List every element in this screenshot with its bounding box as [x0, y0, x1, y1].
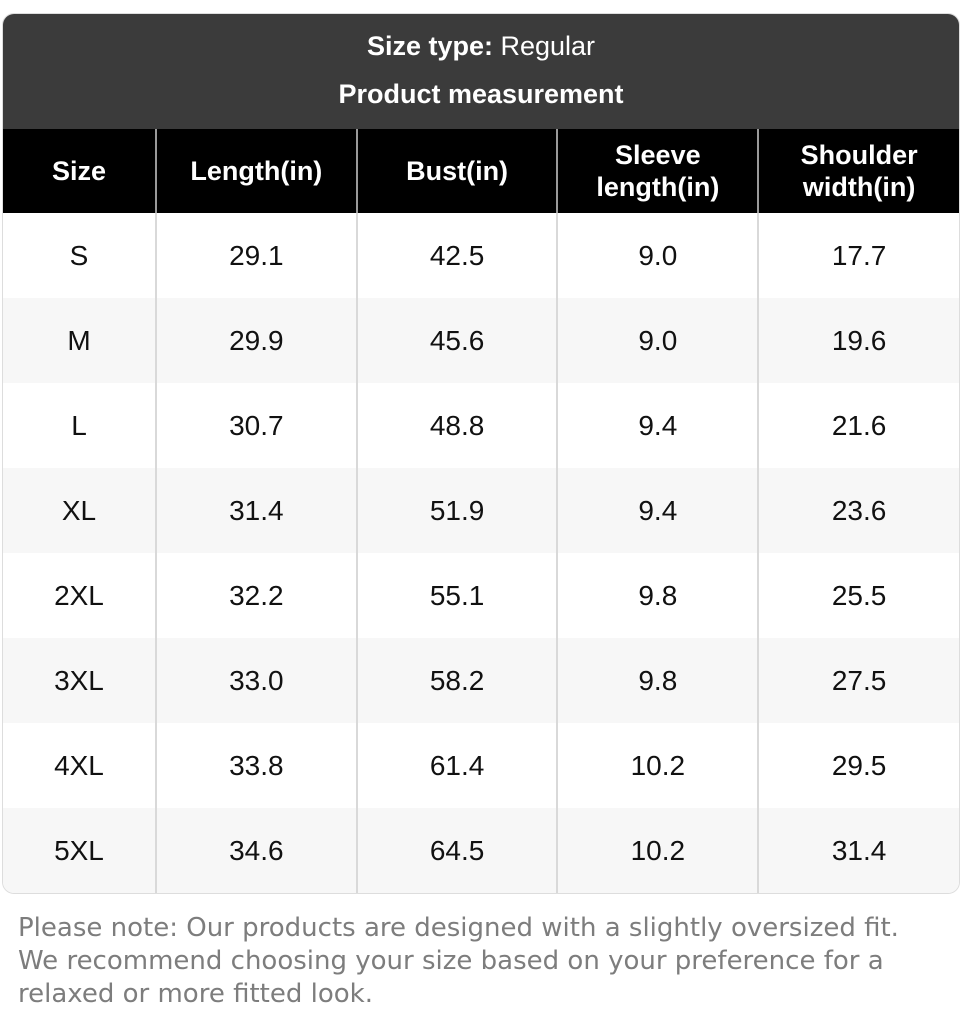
- measurement-cell: 21.6: [757, 383, 959, 468]
- measurement-cell: 29.9: [154, 298, 357, 383]
- table-row: 5XL 34.6 64.5 10.2 31.4: [3, 808, 959, 893]
- measurement-cell: 29.5: [757, 723, 959, 808]
- measurement-cell: 9.4: [556, 468, 759, 553]
- size-cell: 2XL: [3, 553, 156, 638]
- column-header-shoulder-width: Shoulder width(in): [757, 129, 959, 213]
- measurement-cell: 19.6: [757, 298, 959, 383]
- measurement-cell: 23.6: [757, 468, 959, 553]
- table-row: S 29.1 42.5 9.0 17.7: [3, 213, 959, 298]
- chart-title: Product measurement: [338, 79, 624, 109]
- measurement-cell: 17.7: [757, 213, 959, 298]
- measurement-cell: 55.1: [355, 553, 558, 638]
- measurement-cell: 45.6: [355, 298, 558, 383]
- measurement-cell: 25.5: [757, 553, 959, 638]
- measurement-cell: 58.2: [355, 638, 558, 723]
- measurement-cell: 10.2: [556, 808, 759, 893]
- size-cell: XL: [3, 468, 156, 553]
- measurement-cell: 64.5: [355, 808, 558, 893]
- size-cell: M: [3, 298, 156, 383]
- measurement-cell: 33.0: [154, 638, 357, 723]
- table-header-row: Size Length(in) Bust(in) Sleeve length(i…: [3, 129, 959, 213]
- table-row: XL 31.4 51.9 9.4 23.6: [3, 468, 959, 553]
- measurement-cell: 10.2: [556, 723, 759, 808]
- measurement-cell: 34.6: [154, 808, 357, 893]
- measurement-cell: 9.8: [556, 553, 759, 638]
- measurement-cell: 31.4: [757, 808, 959, 893]
- measurement-cell: 9.0: [556, 298, 759, 383]
- size-cell: 5XL: [3, 808, 156, 893]
- column-header-size: Size: [3, 129, 156, 213]
- measurement-cell: 33.8: [154, 723, 357, 808]
- size-chart-header: Size type: Regular Product measurement: [3, 14, 959, 129]
- measurement-cell: 27.5: [757, 638, 959, 723]
- measurement-cell: 31.4: [154, 468, 357, 553]
- measurement-cell: 51.9: [355, 468, 558, 553]
- table-row: L 30.7 48.8 9.4 21.6: [3, 383, 959, 468]
- size-cell: S: [3, 213, 156, 298]
- size-cell: L: [3, 383, 156, 468]
- measurement-cell: 9.4: [556, 383, 759, 468]
- column-header-bust: Bust(in): [355, 129, 558, 213]
- table-row: 4XL 33.8 61.4 10.2 29.5: [3, 723, 959, 808]
- table-body: S 29.1 42.5 9.0 17.7 M 29.9 45.6 9.0 19.6 L 30.7 48.…: [3, 213, 959, 893]
- measurement-cell: 30.7: [154, 383, 357, 468]
- size-chart-card: Size type: Regular Product measurement S…: [2, 13, 960, 894]
- measurement-cell: 32.2: [154, 553, 357, 638]
- measurement-table: Size Length(in) Bust(in) Sleeve length(i…: [3, 129, 959, 893]
- measurement-cell: 42.5: [355, 213, 558, 298]
- measurement-cell: 48.8: [355, 383, 558, 468]
- measurement-cell: 9.0: [556, 213, 759, 298]
- size-type-label: Size type:: [366, 31, 501, 61]
- table-row: 2XL 32.2 55.1 9.8 25.5: [3, 553, 959, 638]
- size-cell: 3XL: [3, 638, 156, 723]
- column-header-length: Length(in): [154, 129, 357, 213]
- size-type-value: Regular: [500, 31, 596, 61]
- measurement-cell: 61.4: [355, 723, 558, 808]
- measurement-cell: 29.1: [154, 213, 357, 298]
- measurement-cell: 9.8: [556, 638, 759, 723]
- size-cell: 4XL: [3, 723, 156, 808]
- column-header-sleeve-length: Sleeve length(in): [556, 129, 759, 213]
- note-text: Please note: Our products are designed w…: [18, 913, 899, 1009]
- table-row: M 29.9 45.6 9.0 19.6: [3, 298, 959, 383]
- table-row: 3XL 33.0 58.2 9.8 27.5: [3, 638, 959, 723]
- size-type-line: Size type: Regular: [3, 31, 959, 62]
